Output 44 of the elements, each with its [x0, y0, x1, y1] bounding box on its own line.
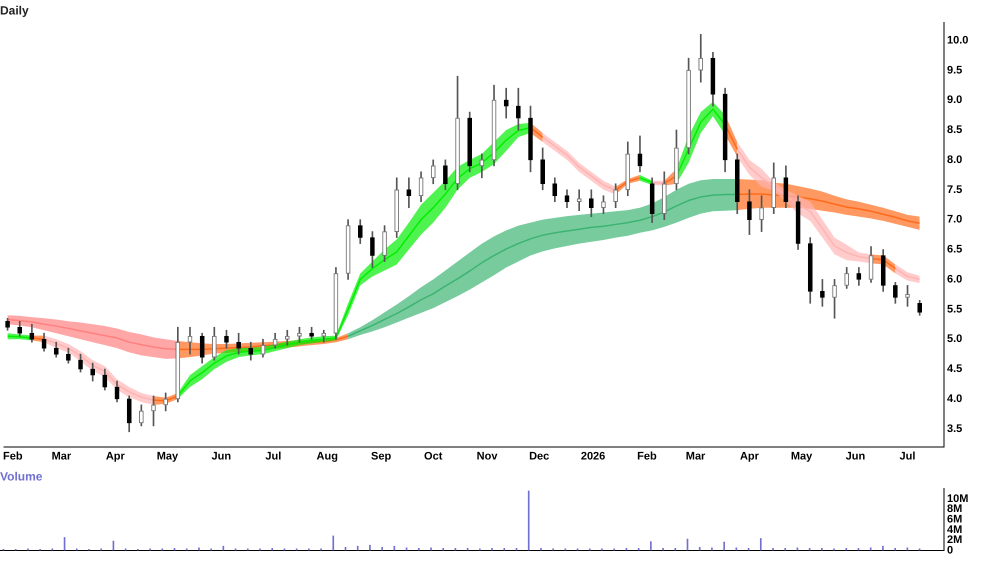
y-tick-label: 8.5 [947, 124, 962, 136]
x-tick-label: Jul [900, 450, 916, 462]
chart-title: Daily [0, 4, 30, 18]
x-tick-label: Feb [2, 450, 23, 462]
y-tick-label: 2M [947, 534, 962, 546]
y-tick-label: 0 [947, 544, 954, 556]
y-tick-label: 7.0 [947, 214, 962, 226]
x-tick-label: Apr [106, 450, 126, 462]
x-tick-label: Dec [529, 450, 550, 462]
y-tick-label: 9.5 [947, 64, 962, 76]
y-tick-label: 6.0 [947, 273, 962, 286]
candlestick [905, 285, 910, 307]
x-tick-label: Mar [52, 450, 72, 462]
candlestick [188, 326, 192, 354]
candlestick [151, 396, 156, 426]
y-tick-label: 7.5 [947, 184, 962, 196]
x-tick-label: Feb [637, 450, 657, 462]
x-tick-label: Aug [316, 450, 338, 462]
x-tick-label: Jun [211, 450, 232, 462]
x-tick-label: Nov [476, 450, 498, 462]
x-tick-label: May [790, 450, 814, 462]
y-tick-label: 4.0 [947, 393, 962, 406]
y-tick-label: 10.0 [947, 34, 968, 46]
x-tick-label: 2026 [580, 450, 606, 462]
y-tick-label: 10M [947, 492, 968, 505]
x-tick-label: Mar [686, 450, 706, 462]
chart-title: Volume [0, 470, 43, 484]
y-tick-label: 5.0 [947, 333, 962, 346]
x-tick-label: May [156, 450, 179, 462]
x-tick-label: Jun [846, 450, 866, 462]
candlestick [297, 326, 302, 343]
y-tick-label: 5.5 [947, 303, 962, 316]
x-tick-label: Sep [371, 450, 392, 462]
x-tick-label: Oct [424, 450, 443, 462]
y-tick-label: 6M [947, 513, 962, 526]
y-tick-label: 3.5 [947, 422, 962, 435]
y-tick-label: 4M [947, 524, 962, 536]
y-tick-label: 8M [947, 503, 962, 516]
x-tick-label: Apr [740, 450, 760, 462]
y-tick-label: 6.5 [947, 244, 962, 256]
y-tick-label: 8.0 [947, 154, 962, 166]
y-tick-label: 4.5 [947, 363, 962, 376]
y-tick-label: 9.0 [947, 94, 962, 106]
x-tick-label: Jul [265, 450, 282, 462]
